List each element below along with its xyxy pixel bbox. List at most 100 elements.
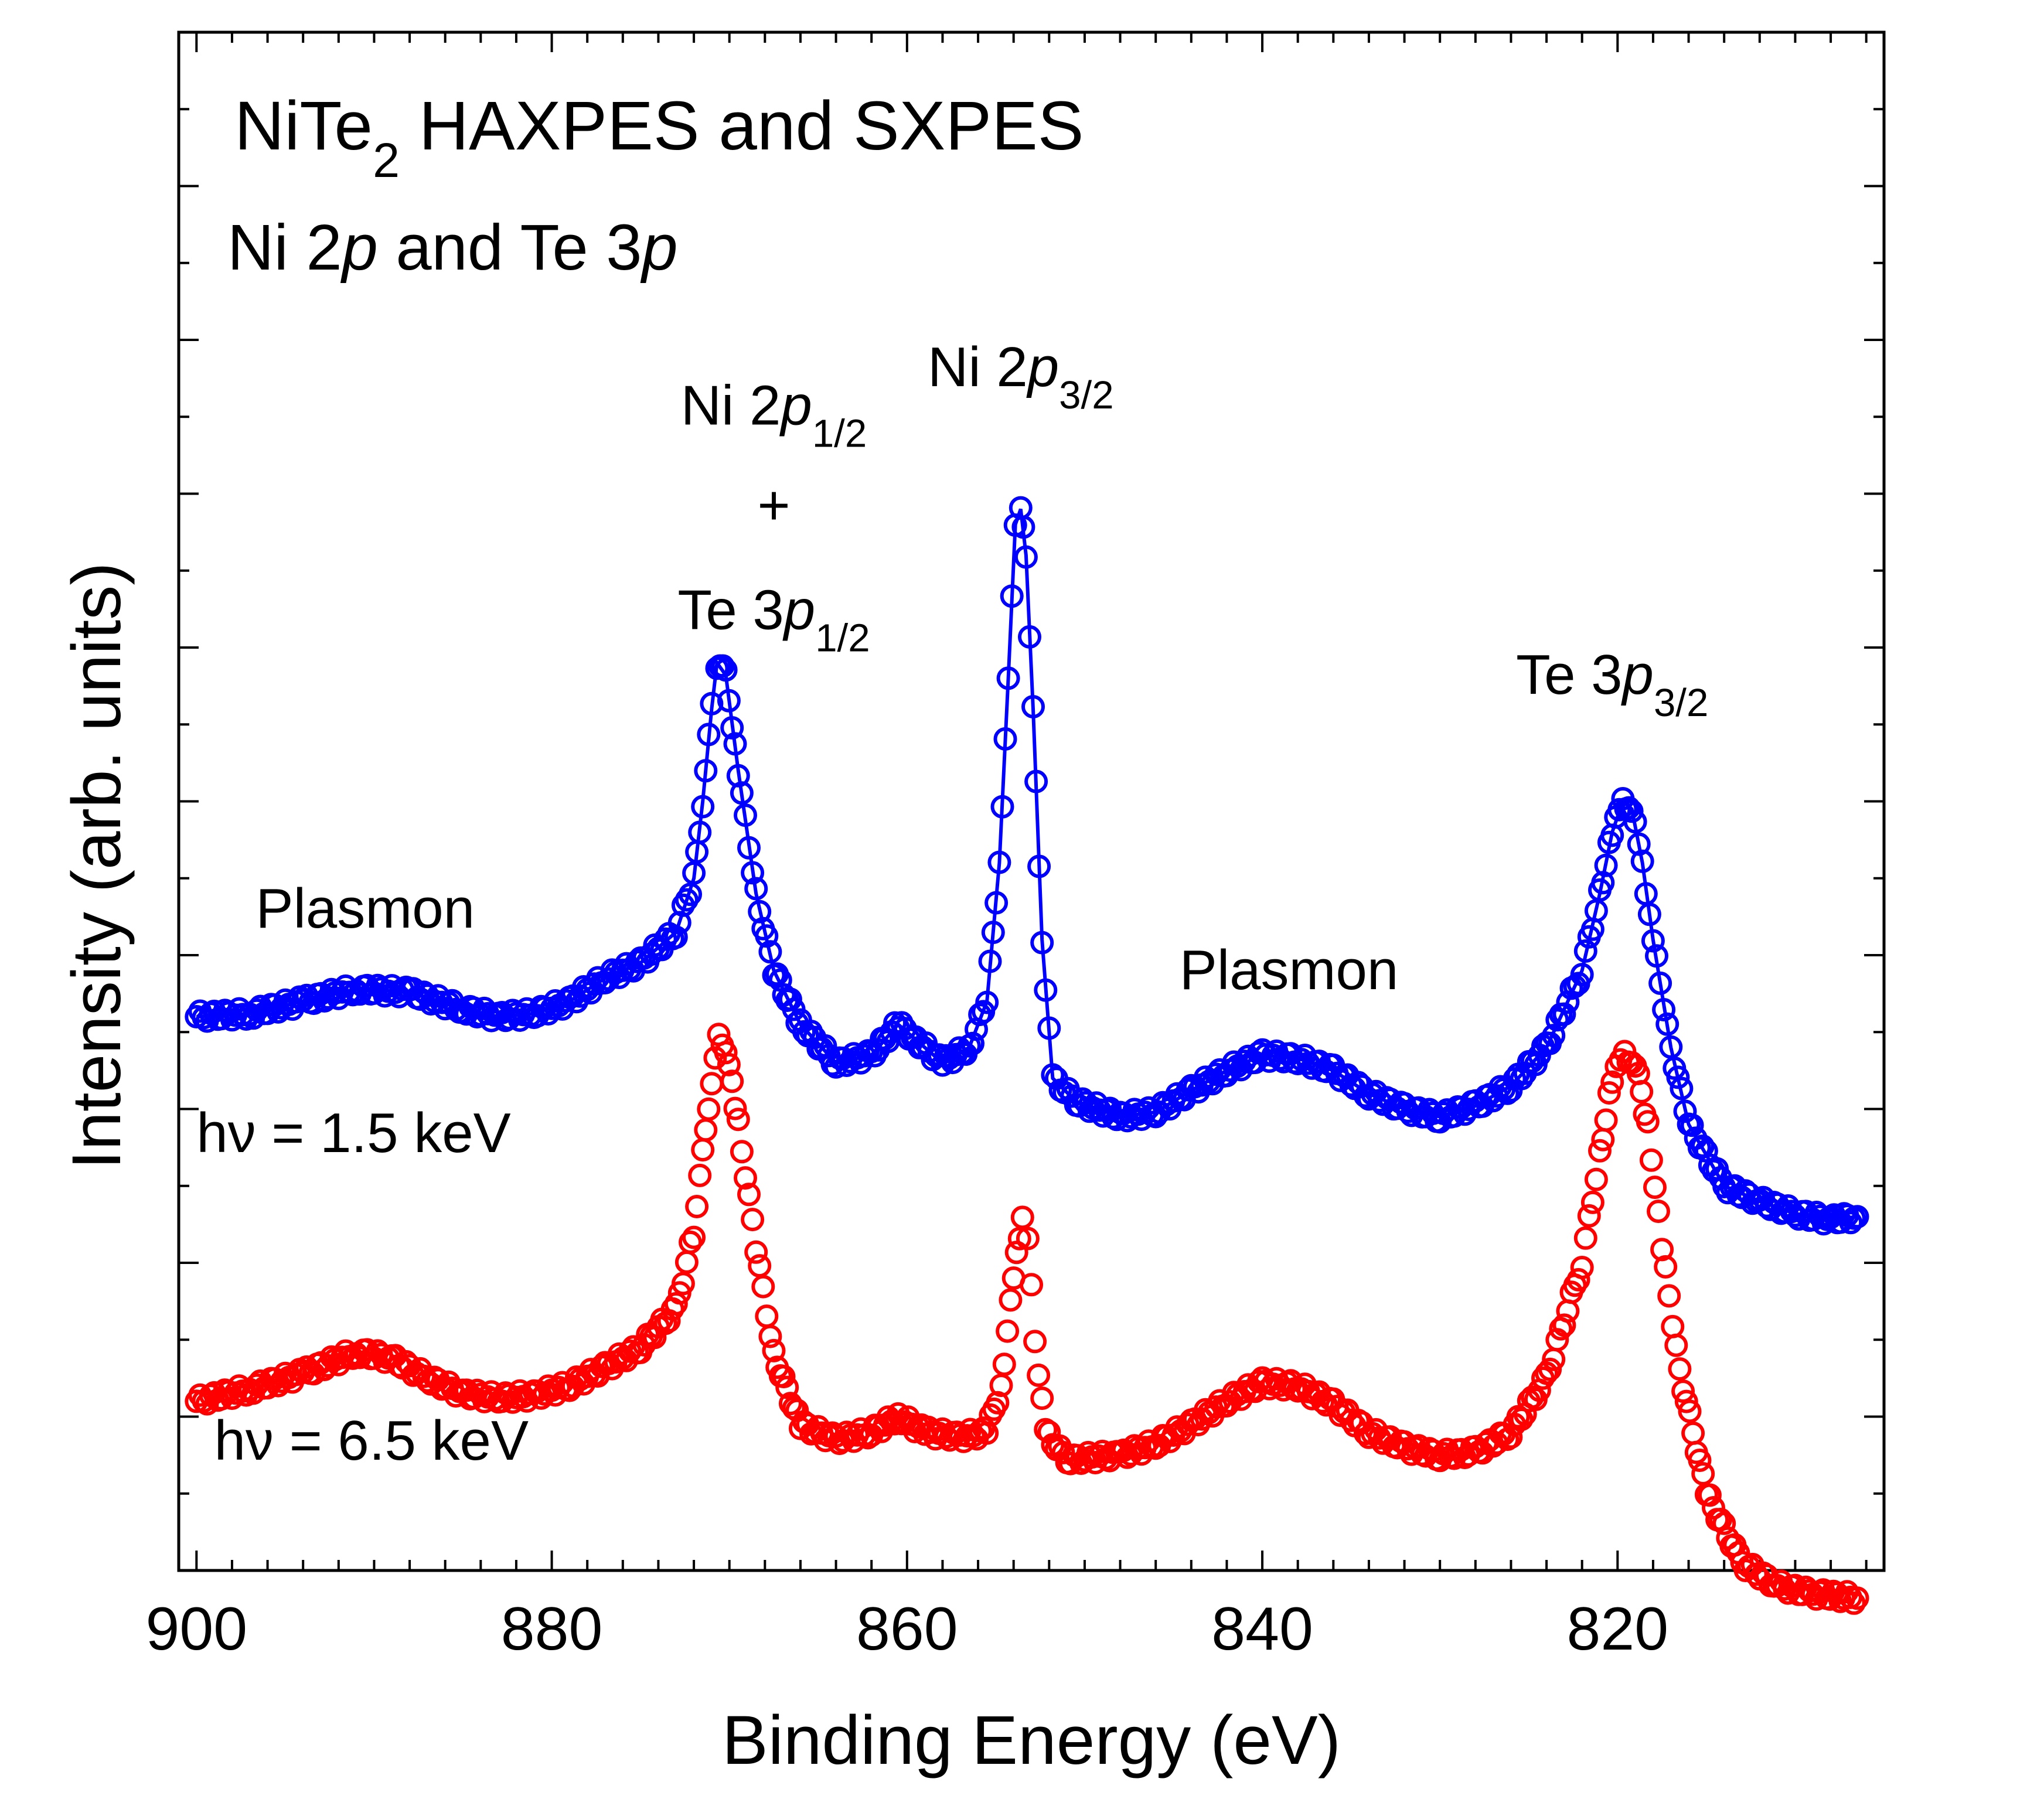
data-point bbox=[1688, 1449, 1712, 1472]
data-point bbox=[1597, 1081, 1621, 1105]
data-point bbox=[1668, 1357, 1692, 1381]
data-point bbox=[1573, 939, 1597, 963]
data-point bbox=[903, 1420, 927, 1443]
data-point bbox=[1027, 854, 1051, 878]
data-point bbox=[1712, 1511, 1736, 1535]
data-point bbox=[1566, 1268, 1590, 1292]
data-point bbox=[755, 924, 779, 948]
data-point bbox=[744, 877, 768, 901]
data-point bbox=[726, 1108, 750, 1132]
data-point bbox=[1661, 1314, 1685, 1338]
data-point bbox=[730, 781, 754, 805]
data-point bbox=[992, 1352, 1016, 1376]
series-1: hν = 1.5 keV bbox=[185, 496, 1869, 1236]
data-point bbox=[700, 1072, 724, 1096]
data-point bbox=[717, 689, 741, 713]
data-point bbox=[1659, 1035, 1683, 1059]
data-point bbox=[1664, 1333, 1688, 1357]
x-tick-label: 880 bbox=[501, 1595, 603, 1663]
data-point bbox=[1584, 1167, 1608, 1191]
data-point bbox=[679, 1230, 702, 1254]
data-point bbox=[691, 1138, 715, 1162]
peak-annotation: Plasmon bbox=[256, 877, 475, 940]
data-point bbox=[1014, 545, 1038, 569]
x-tick-labels: 900 880 860 840 820 bbox=[146, 1595, 1669, 1663]
data-point bbox=[737, 836, 761, 860]
data-point bbox=[741, 1208, 765, 1232]
data-point bbox=[758, 1324, 782, 1348]
data-point bbox=[1573, 1226, 1597, 1250]
data-point bbox=[1617, 796, 1641, 820]
data-point bbox=[1671, 1379, 1695, 1403]
chart-title: NiTe2 HAXPES and SXPES bbox=[234, 87, 1084, 188]
data-point bbox=[697, 723, 721, 747]
data-point bbox=[1021, 695, 1045, 718]
data-point bbox=[1570, 963, 1594, 987]
data-point bbox=[1027, 1363, 1051, 1387]
data-point bbox=[700, 691, 724, 715]
peak-annotation: Te 3p1/2 bbox=[677, 579, 870, 660]
data-point bbox=[981, 921, 1005, 945]
data-point bbox=[1657, 1284, 1681, 1308]
data-point bbox=[685, 1195, 709, 1218]
data-point bbox=[996, 1319, 1020, 1343]
data-point bbox=[720, 1069, 744, 1093]
data-point bbox=[714, 658, 738, 682]
data-point bbox=[762, 1338, 786, 1362]
data-point bbox=[1674, 1389, 1698, 1413]
data-point bbox=[730, 1140, 754, 1164]
chart-subtitle: Ni 2p and Te 3p bbox=[227, 212, 678, 284]
data-point bbox=[775, 1375, 799, 1399]
data-point bbox=[717, 1052, 741, 1076]
data-point bbox=[1678, 1399, 1702, 1423]
data-point bbox=[1018, 625, 1041, 649]
data-point bbox=[1030, 1386, 1054, 1410]
data-point bbox=[1542, 1024, 1566, 1048]
data-point bbox=[1654, 1255, 1678, 1279]
data-point bbox=[1538, 1357, 1562, 1381]
data-point bbox=[1623, 810, 1647, 834]
data-point bbox=[1648, 971, 1672, 995]
series-label: hν = 1.5 keV bbox=[196, 1102, 510, 1164]
data-point bbox=[1552, 1313, 1576, 1337]
data-point bbox=[996, 666, 1020, 690]
data-point bbox=[1024, 769, 1048, 793]
data-point bbox=[1552, 1002, 1576, 1026]
data-point bbox=[768, 968, 792, 992]
data-point bbox=[990, 795, 1014, 819]
data-point bbox=[748, 1254, 772, 1278]
data-point bbox=[1016, 1226, 1040, 1251]
data-point bbox=[1570, 1256, 1594, 1279]
data-point bbox=[1637, 902, 1661, 926]
data-point bbox=[664, 1292, 688, 1316]
data-point bbox=[968, 1003, 992, 1027]
data-point bbox=[1630, 1080, 1654, 1103]
data-point bbox=[986, 1391, 1010, 1415]
data-point bbox=[723, 1096, 747, 1120]
data-point bbox=[1023, 1330, 1047, 1354]
data-point bbox=[711, 654, 735, 678]
data-point bbox=[1666, 1065, 1690, 1089]
data-point bbox=[978, 949, 1002, 973]
data-point bbox=[1580, 1190, 1604, 1214]
data-point bbox=[1030, 931, 1054, 955]
data-point bbox=[734, 803, 757, 827]
peak-annotation: + bbox=[757, 474, 790, 537]
data-point bbox=[688, 820, 712, 844]
data-point bbox=[726, 764, 750, 788]
axis-ticks bbox=[179, 31, 1884, 1572]
data-point bbox=[1000, 584, 1024, 608]
peak-annotation: Ni 2p3/2 bbox=[928, 336, 1114, 417]
data-point bbox=[1698, 1483, 1722, 1507]
data-point bbox=[1594, 1108, 1618, 1132]
data-point bbox=[1839, 1211, 1863, 1235]
data-point bbox=[1353, 1422, 1377, 1446]
data-point bbox=[734, 1166, 757, 1190]
data-point bbox=[778, 1392, 802, 1416]
data-point bbox=[987, 850, 1011, 874]
data-point bbox=[778, 987, 802, 1011]
data-point bbox=[1691, 1462, 1715, 1485]
data-point bbox=[412, 1364, 436, 1388]
series-2: hν = 6.5 keV bbox=[185, 1023, 1869, 1615]
